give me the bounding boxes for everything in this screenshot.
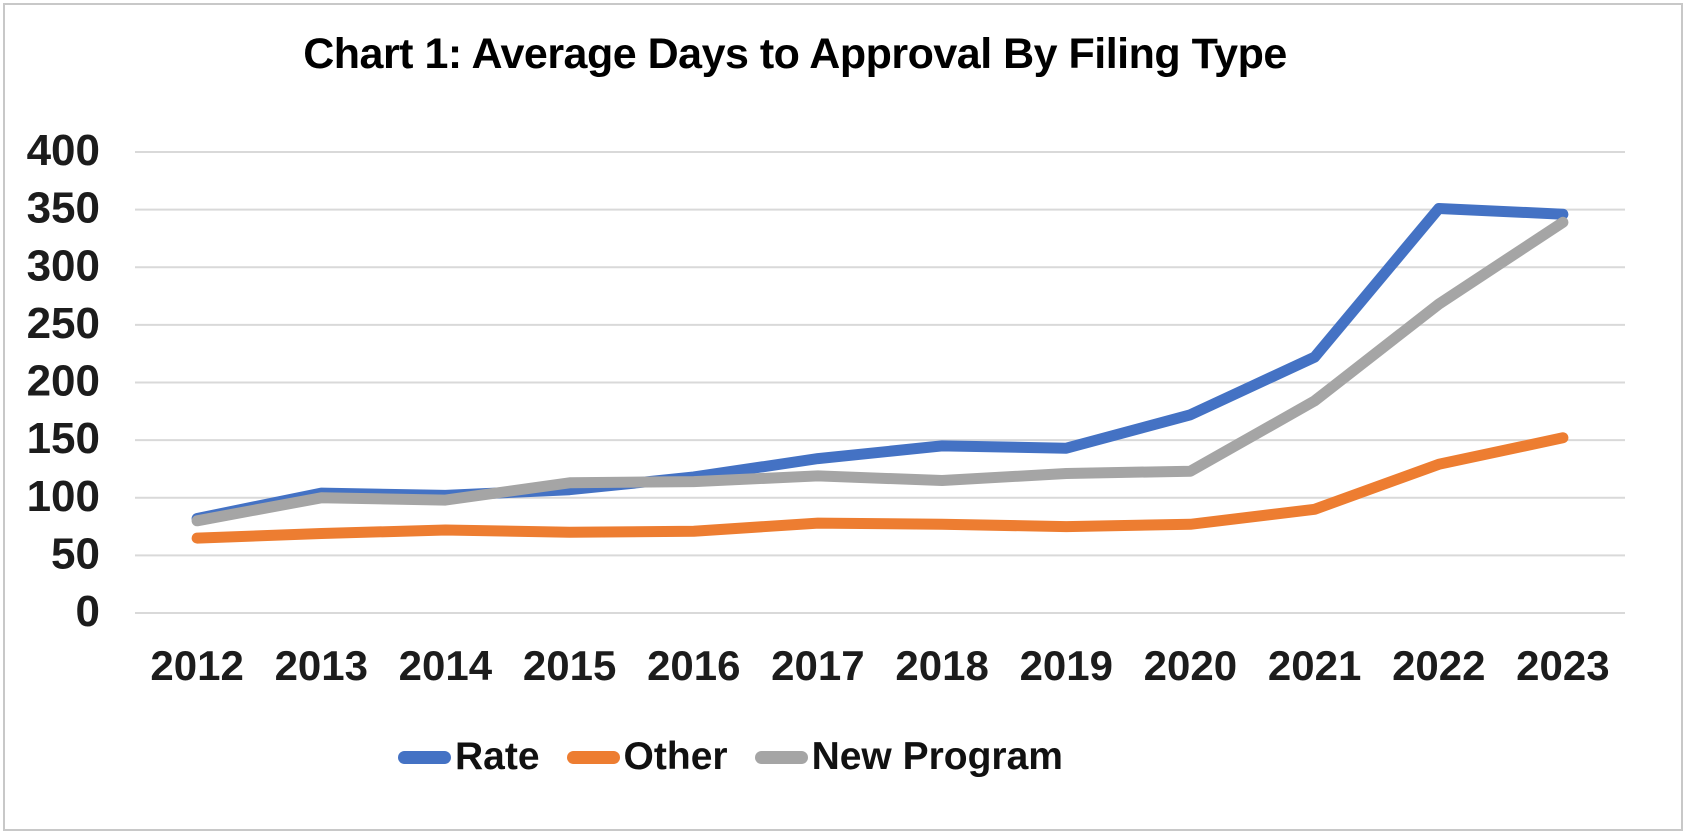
y-axis-tick-label: 100 — [27, 472, 100, 521]
x-axis-tick-label: 2013 — [275, 642, 368, 689]
new-program-series-swatch-icon — [754, 750, 808, 764]
x-axis-tick-label: 2012 — [150, 642, 243, 689]
x-axis-tick-label: 2014 — [399, 642, 493, 689]
y-axis-tick-label: 150 — [27, 414, 100, 463]
rate-series-label: Rate — [455, 735, 540, 778]
rate-series-swatch-icon — [398, 750, 451, 764]
x-axis-tick-label: 2022 — [1392, 642, 1485, 689]
other-series-label: Other — [623, 735, 728, 778]
x-axis-tick-label: 2020 — [1144, 642, 1237, 689]
x-axis-tick-label: 2018 — [895, 642, 988, 689]
chart-legend: Rate Other New Program — [398, 735, 1063, 779]
legend-item-new-program: New Program — [754, 735, 1063, 779]
y-axis-tick-label: 50 — [51, 529, 100, 578]
x-axis-tick-label: 2023 — [1516, 642, 1609, 689]
y-axis-tick-label: 0 — [76, 587, 100, 636]
y-axis-tick-label: 200 — [27, 357, 100, 406]
series-line-other — [191, 432, 1569, 544]
chart-title: Chart 1: Average Days to Approval By Fil… — [303, 30, 1287, 78]
new-program-series-label: New Program — [811, 735, 1063, 778]
series-line-new-program — [191, 216, 1569, 527]
x-axis-tick-label: 2019 — [1020, 642, 1113, 689]
legend-item-other: Other — [566, 735, 728, 779]
legend-item-rate: Rate — [398, 735, 540, 779]
x-axis-tick-label: 2016 — [647, 642, 740, 689]
y-axis-tick-label: 250 — [27, 299, 100, 348]
y-axis-tick-label: 300 — [27, 241, 100, 290]
other-series-swatch-icon — [566, 750, 620, 764]
x-axis-tick-label: 2015 — [523, 642, 616, 689]
x-axis-tick-label: 2017 — [771, 642, 864, 689]
y-axis-tick-label: 350 — [27, 184, 100, 233]
x-axis-tick-label: 2021 — [1268, 642, 1361, 689]
y-axis-tick-label: 400 — [27, 126, 100, 175]
